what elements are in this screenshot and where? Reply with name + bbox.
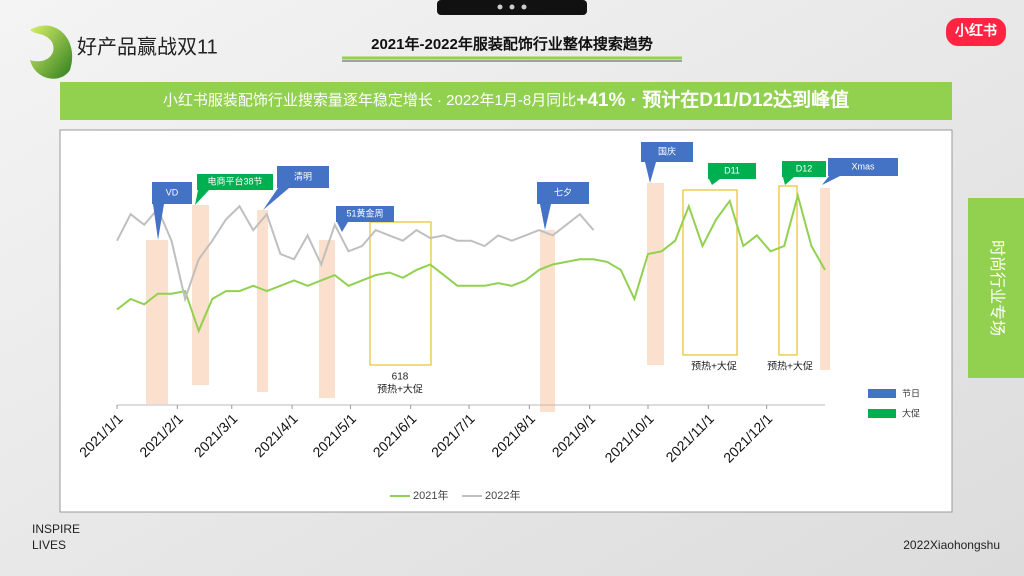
banner-lead: 小红书服装配饰行业搜索量逐年稳定增长 · 2022年1月-8月同比 [163, 92, 576, 109]
callout [277, 166, 329, 188]
period-shade [192, 205, 209, 385]
callout-label: Xmas [851, 161, 875, 171]
callout-pointer [337, 222, 348, 232]
side-tab [968, 198, 1024, 378]
period-label: 预热+大促 [377, 383, 423, 396]
dot [497, 4, 503, 10]
series-line [116, 191, 826, 334]
footer-left: INSPIRE [32, 522, 80, 536]
callout [782, 161, 826, 177]
callout [336, 206, 394, 222]
banner [60, 82, 952, 120]
period-shade [820, 188, 830, 370]
banner-text: 小红书服装配饰行业搜索量逐年稳定增长 · 2022年1月-8月同比+41% · … [163, 88, 849, 111]
callout-pointer [645, 162, 656, 183]
callout-label: 七夕 [554, 186, 572, 197]
callout [197, 174, 273, 190]
callout-label: D12 [796, 163, 813, 173]
dot [521, 4, 527, 10]
callout-pointer [540, 204, 551, 230]
chart-frame [59, 129, 953, 513]
brand-icon [30, 25, 73, 79]
callout-label: 51黄金周 [346, 207, 383, 218]
callout-pointer [783, 177, 794, 185]
period-label: 618 [392, 372, 409, 383]
key-label: 大促 [902, 407, 920, 418]
key-swatch [868, 409, 896, 418]
period-box [682, 189, 738, 356]
callout-pointer [263, 188, 289, 210]
period-label: 预热+大促 [767, 360, 813, 373]
callout-label: 电商平台38节 [207, 175, 262, 186]
key-swatch [868, 389, 896, 398]
period-box [778, 185, 798, 356]
key-label: 节日 [902, 388, 920, 398]
period-shade [257, 210, 268, 392]
period-label: 预热+大促 [691, 360, 737, 373]
callout [152, 182, 192, 204]
slide-title: 2021年-2022年服装配饰行业整体搜索趋势 [371, 35, 653, 53]
callout-label: VD [166, 187, 179, 197]
footer-right: 2022Xiaohongshu [903, 538, 1000, 552]
brand: 好产品赢战双11 [77, 35, 218, 58]
callout [828, 158, 898, 176]
callout-label: 国庆 [658, 145, 676, 156]
period-shade [146, 240, 168, 404]
callout-pointer [195, 190, 209, 205]
series-line [116, 204, 595, 303]
side-tab-text: 时尚行业专场 [988, 240, 1006, 336]
banner-emph: +41% · 预计在D11/D12达到峰值 [576, 88, 849, 111]
dot [509, 4, 515, 10]
callout-label: D11 [724, 165, 740, 175]
callout-pointer [153, 204, 164, 240]
callout-pointer [709, 179, 720, 185]
logo: 小红书 [955, 23, 997, 39]
callout [537, 182, 589, 204]
period-shade [647, 183, 664, 365]
footer-left: LIVES [32, 538, 66, 552]
period-box [369, 221, 432, 366]
legend-label: 2022年 [485, 488, 520, 502]
callout [708, 163, 756, 179]
callout-label: 清明 [294, 170, 312, 181]
legend-label: 2021年 [413, 488, 448, 502]
callout [641, 142, 693, 162]
logo-bg [946, 18, 1006, 46]
callout-pointer [822, 176, 840, 185]
period-shade [540, 230, 555, 412]
